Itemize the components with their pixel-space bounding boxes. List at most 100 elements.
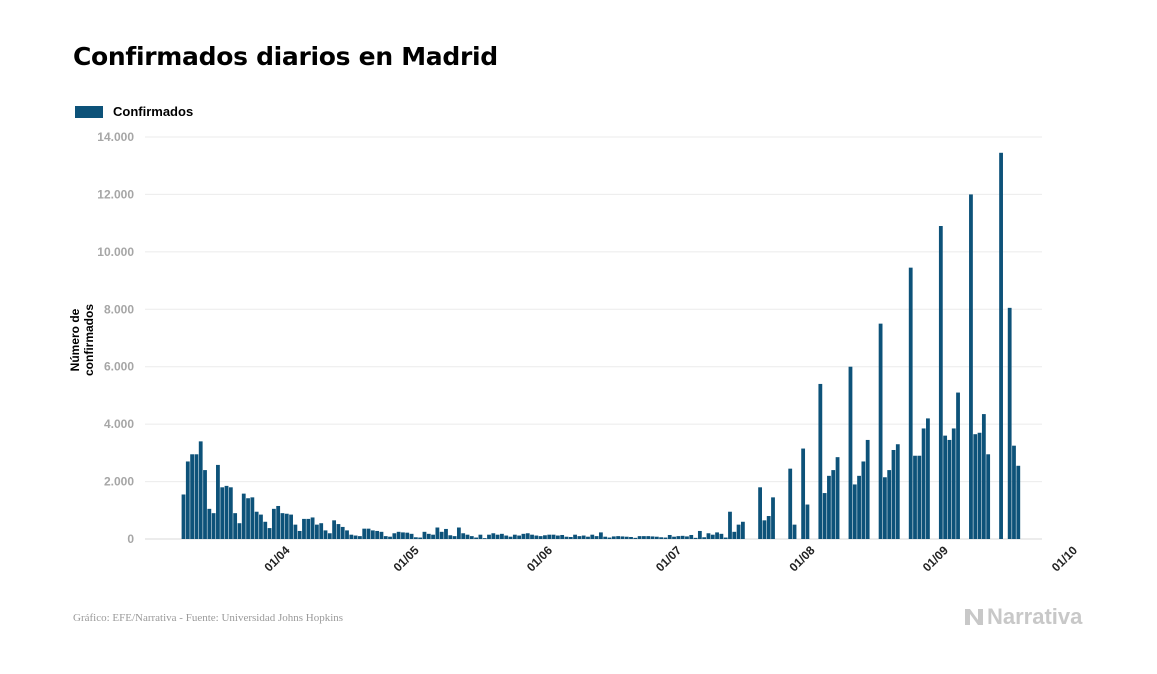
bar — [366, 528, 371, 539]
bar — [667, 534, 672, 539]
bar — [878, 323, 883, 539]
bar — [835, 457, 840, 539]
bar — [616, 536, 620, 539]
brand-name: Narrativa — [987, 604, 1083, 629]
bar — [246, 498, 250, 539]
bar — [233, 513, 238, 539]
bar — [706, 533, 711, 539]
bar — [263, 521, 268, 539]
bar — [607, 537, 612, 539]
bar — [461, 533, 466, 539]
bar — [302, 518, 306, 539]
bar — [1012, 445, 1016, 539]
bar — [801, 448, 806, 539]
bar — [271, 508, 276, 539]
y-tick-label: 12.000 — [97, 187, 134, 201]
bar — [1016, 465, 1021, 539]
bar — [663, 537, 668, 539]
bar — [586, 536, 590, 539]
bar — [590, 534, 595, 539]
bar — [921, 428, 926, 539]
bar — [500, 533, 504, 539]
bar — [220, 487, 225, 539]
bar — [314, 524, 319, 539]
bar — [891, 449, 896, 539]
bar — [435, 527, 440, 539]
bar — [203, 470, 207, 539]
bar — [805, 504, 810, 539]
bar — [362, 528, 367, 539]
bar — [551, 534, 556, 539]
y-tick-label: 14.000 — [97, 130, 134, 144]
bar — [306, 518, 311, 539]
bar — [469, 536, 474, 539]
bar — [396, 531, 401, 539]
bar — [405, 532, 410, 539]
bar — [650, 536, 655, 539]
legend: Confirmados — [75, 104, 193, 119]
bar — [297, 530, 302, 539]
bar — [422, 531, 427, 539]
bar — [185, 461, 190, 539]
bar — [211, 513, 216, 539]
bar — [710, 534, 715, 539]
bar — [857, 475, 861, 539]
bar — [190, 454, 195, 539]
bar — [401, 532, 405, 539]
bar — [969, 194, 973, 539]
bar — [637, 536, 642, 539]
y-tick-label: 6.000 — [104, 360, 134, 374]
bar — [831, 470, 836, 539]
bar — [999, 152, 1003, 540]
bar — [788, 468, 793, 539]
bar — [951, 428, 956, 539]
x-tick-label: 01/06 — [524, 543, 555, 574]
bar — [629, 536, 633, 539]
bar — [254, 511, 259, 539]
bar — [345, 530, 349, 539]
bar — [659, 537, 664, 539]
bar — [495, 534, 500, 539]
bar — [560, 534, 565, 539]
bar — [525, 533, 530, 539]
bar — [358, 536, 362, 539]
y-tick-label: 10.000 — [97, 245, 134, 259]
bar — [216, 464, 220, 539]
bar — [865, 439, 870, 539]
bar — [702, 537, 707, 539]
bar — [882, 477, 887, 539]
bar — [284, 513, 289, 539]
bar — [482, 538, 487, 539]
bar — [689, 534, 694, 539]
bar — [947, 439, 952, 539]
bar — [327, 533, 332, 539]
bar — [426, 533, 431, 539]
x-tick-label: 01/09 — [920, 543, 951, 574]
bar — [413, 537, 418, 539]
bar — [431, 534, 435, 539]
bar — [276, 505, 281, 539]
bar — [181, 494, 186, 539]
bar — [973, 434, 978, 539]
brand-logo: Narrativa — [963, 604, 1082, 630]
legend-label: Confirmados — [113, 104, 194, 119]
bar — [822, 493, 827, 539]
bar — [530, 534, 534, 539]
bar — [938, 226, 943, 539]
bar — [465, 534, 470, 539]
bar — [861, 461, 866, 539]
bar — [478, 534, 483, 539]
bar — [207, 508, 212, 539]
bar — [224, 485, 229, 539]
bar — [624, 536, 629, 539]
bar — [654, 536, 659, 539]
bar — [852, 484, 857, 539]
bar — [521, 533, 526, 539]
x-tick-label: 01/05 — [391, 543, 422, 574]
bar — [409, 533, 414, 539]
bar — [693, 537, 698, 539]
bar — [237, 523, 242, 539]
bar — [392, 533, 397, 539]
bar — [732, 531, 737, 539]
bar — [758, 487, 762, 539]
